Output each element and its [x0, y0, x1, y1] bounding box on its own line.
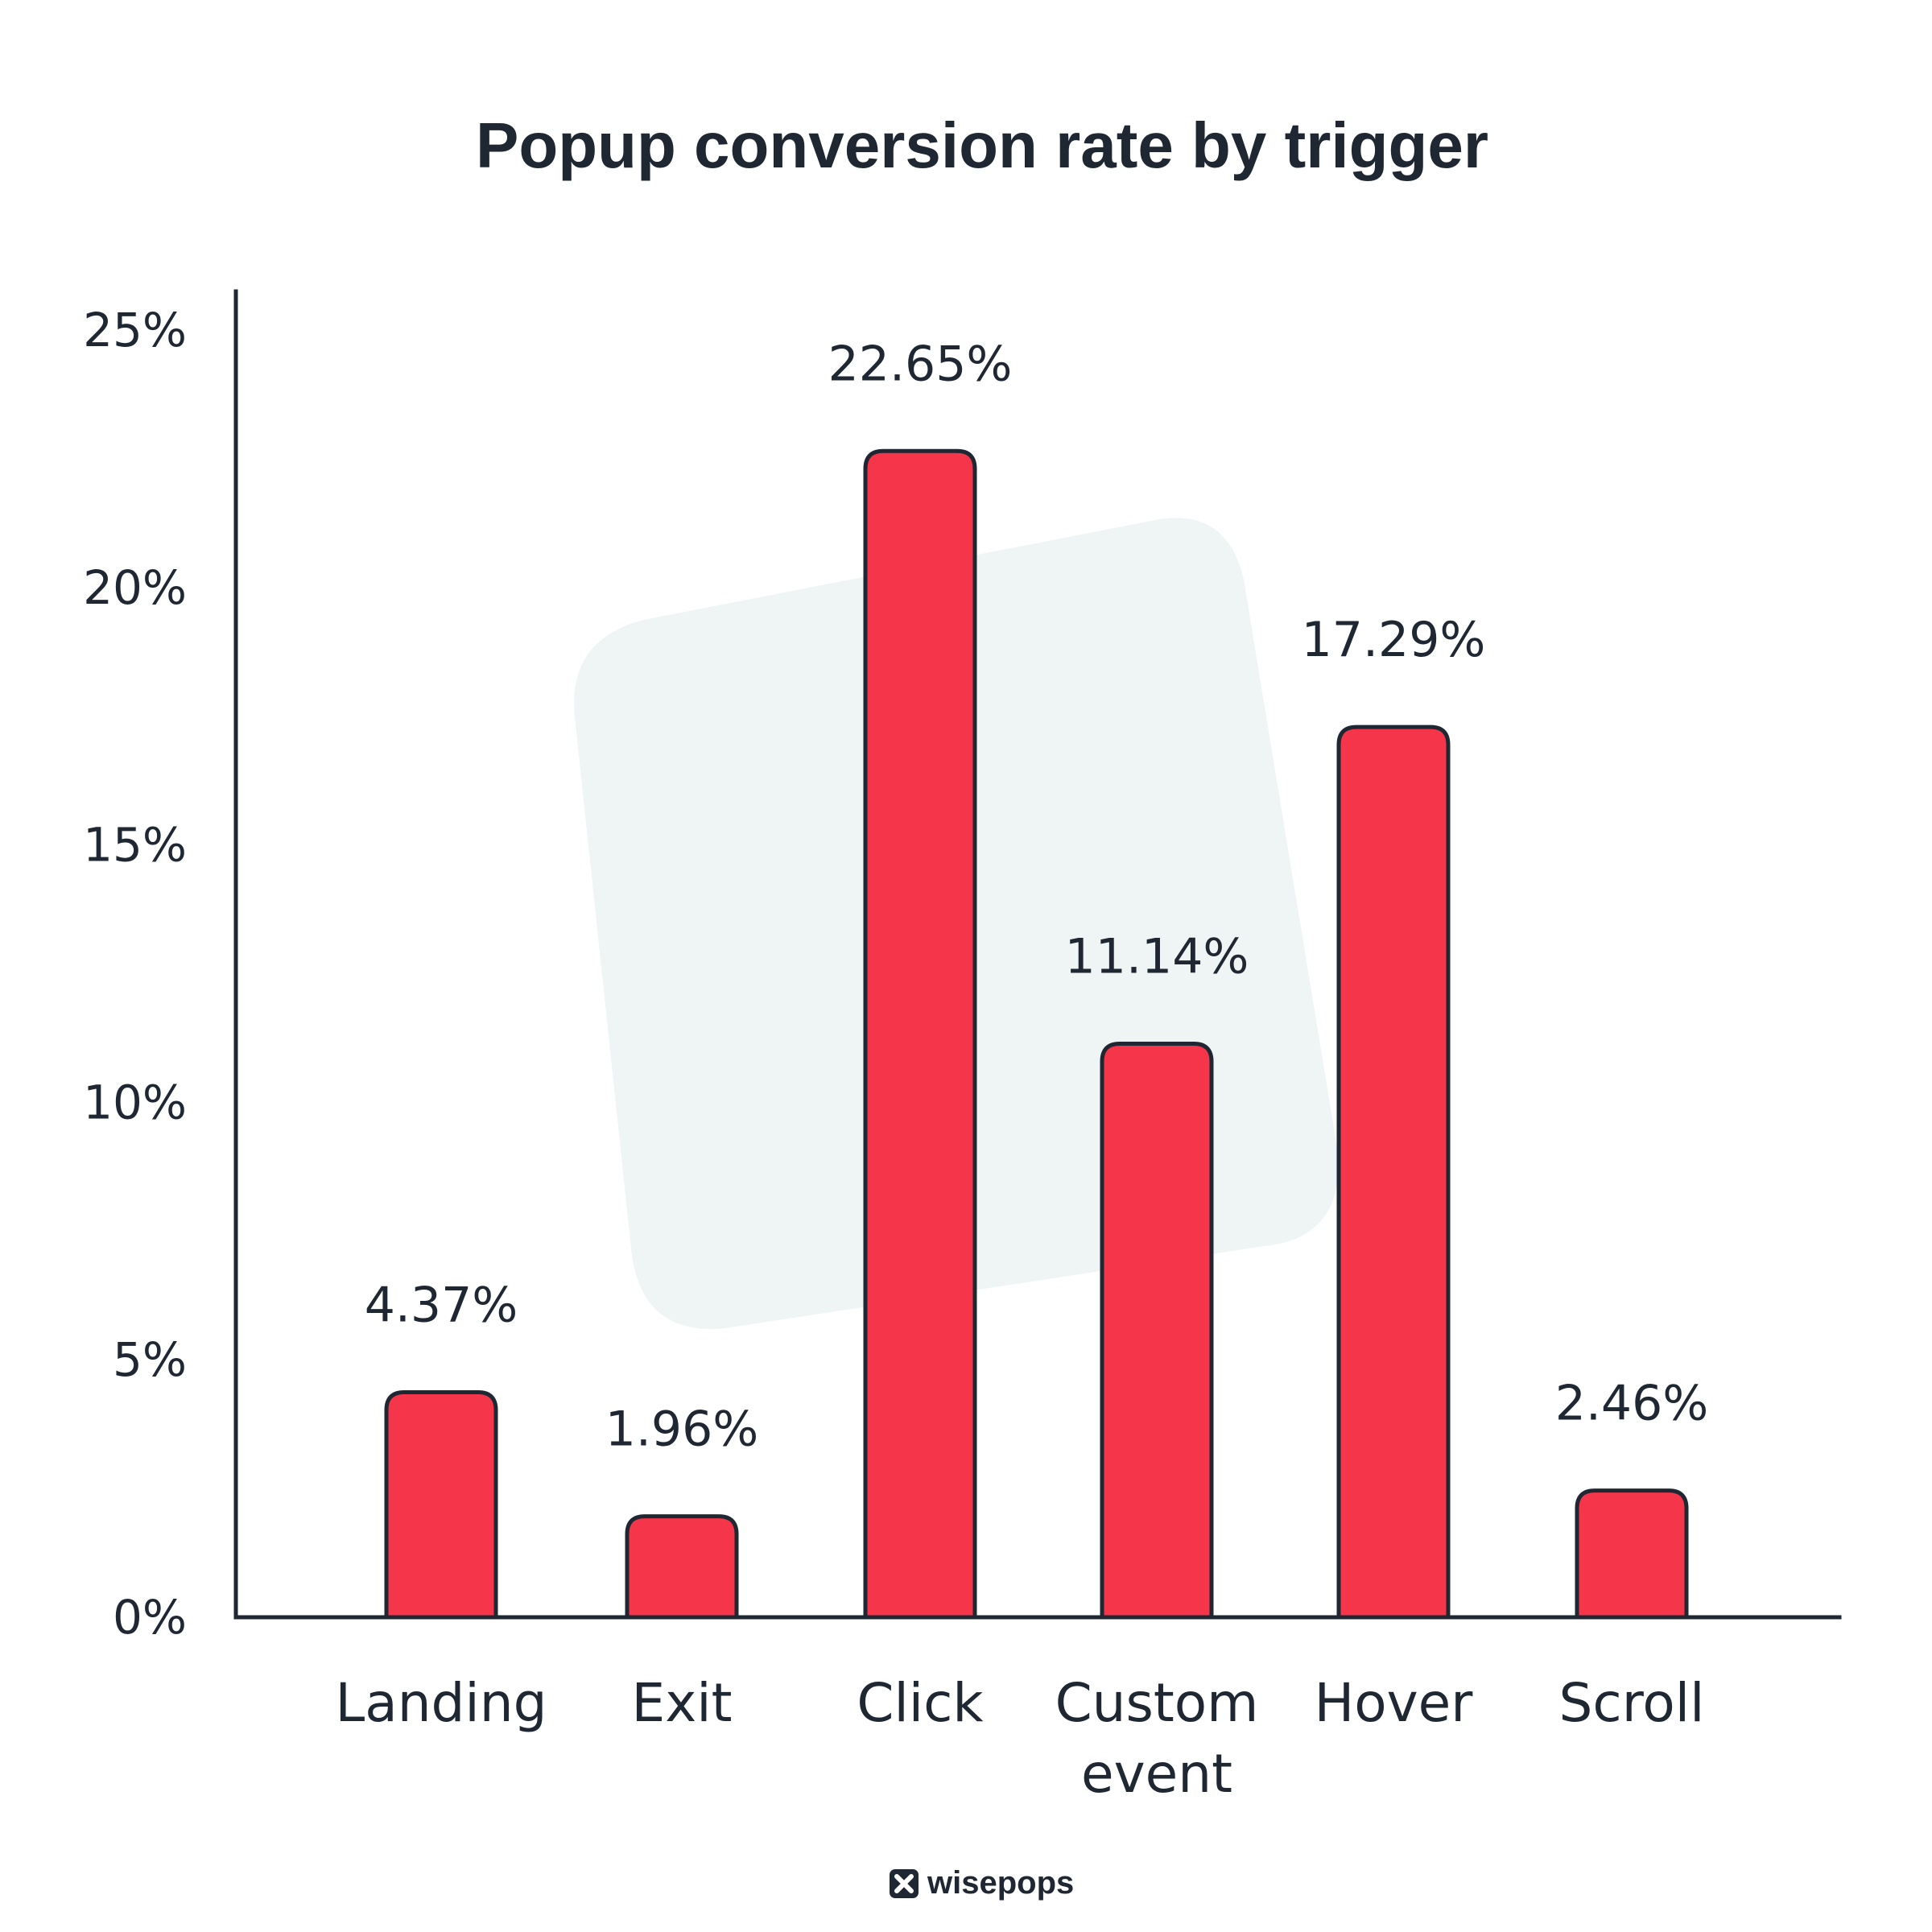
bar: [625, 1514, 739, 1617]
x-category-label-line: event: [1081, 1743, 1232, 1805]
y-tick-label: 20%: [83, 560, 187, 615]
wisepops-logo-mark: [894, 1874, 914, 1893]
wisepops-logo: wisepops: [890, 1865, 1074, 1901]
x-category-label-line: Exit: [632, 1672, 733, 1734]
y-tick-label: 5%: [113, 1332, 187, 1387]
y-axis-ticks: 0% 5% 10% 15% 20% 25%: [83, 303, 187, 1645]
bar-value-label: 22.65%: [828, 336, 1013, 392]
y-tick-label: 10%: [83, 1075, 187, 1129]
x-category-label: Hover: [1315, 1672, 1474, 1734]
y-tick-label: 25%: [83, 303, 187, 357]
y-tick-label: 0%: [113, 1590, 187, 1645]
bar-value-label: 11.14%: [1065, 928, 1249, 985]
value-labels: 4.37% 1.96% 22.65% 11.14% 17.29% 2.46%: [365, 336, 1709, 1457]
x-category-label-line: Click: [857, 1672, 984, 1734]
wisepops-logo-text: wisepops: [927, 1865, 1074, 1901]
x-category-label: Scroll: [1559, 1672, 1705, 1734]
x-category-label-line: Hover: [1315, 1672, 1474, 1734]
bar-value-label: 1.96%: [605, 1402, 759, 1458]
bar: [1100, 1041, 1214, 1617]
bar: [384, 1389, 498, 1617]
bar: [863, 448, 977, 1617]
bar-value-label: 2.46%: [1555, 1376, 1709, 1432]
x-category-label: Custom event: [1055, 1672, 1259, 1805]
chart-title: Popup conversion rate by trigger: [476, 109, 1488, 181]
y-tick-label: 15%: [83, 818, 187, 873]
x-category-label: Exit: [632, 1672, 733, 1734]
x-category-label-line: Custom: [1055, 1672, 1259, 1734]
x-category-label: Click: [857, 1672, 984, 1734]
bar-value-label: 4.37%: [365, 1277, 518, 1333]
bar-value-label: 17.29%: [1302, 612, 1486, 668]
bars: [384, 448, 1689, 1617]
x-category-label-line: Landing: [335, 1672, 547, 1734]
x-category-label: Landing: [335, 1672, 547, 1734]
x-axis-category-labels: Landing Exit Click Custom event Hover Scroll: [335, 1672, 1704, 1805]
x-category-label-line: Scroll: [1559, 1672, 1705, 1734]
bar: [1575, 1488, 1689, 1617]
bar: [1336, 724, 1451, 1617]
